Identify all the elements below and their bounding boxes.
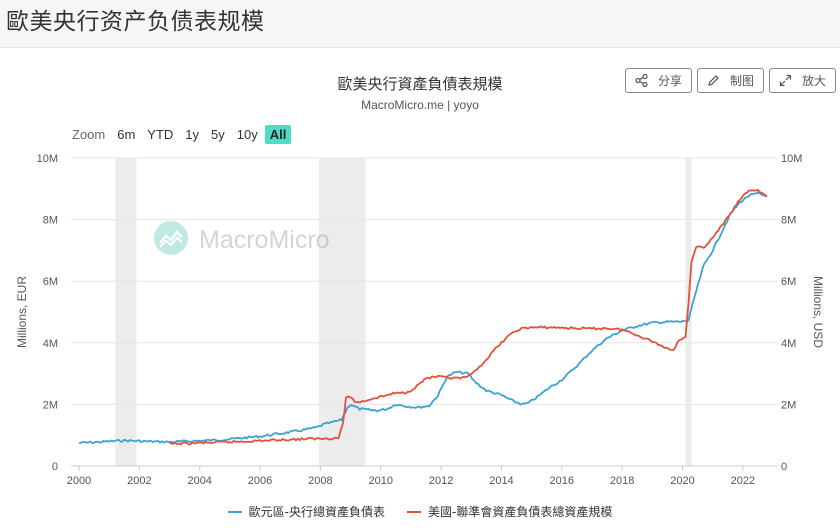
- zoom-label: Zoom: [72, 127, 106, 142]
- zoom-1y-button[interactable]: 1y: [185, 127, 200, 142]
- x-tick-9: 2018: [610, 475, 634, 487]
- x-tick-2: 2004: [187, 475, 211, 487]
- y-right-tick-0: 0: [781, 461, 787, 473]
- x-tick-0: 2000: [67, 475, 91, 487]
- watermark-text: MacroMicro: [199, 225, 330, 254]
- y-right-axis-title: Millions, USD: [811, 276, 825, 348]
- series-line-1: [169, 188, 768, 446]
- x-tick-10: 2020: [670, 475, 694, 487]
- y-left-tick-4: 8M: [43, 215, 58, 227]
- draw-button[interactable]: 制图: [696, 68, 764, 93]
- share-button[interactable]: 分享: [624, 68, 692, 93]
- expand-icon: [779, 74, 792, 87]
- y-left-tick-3: 6M: [43, 276, 58, 288]
- x-tick-6: 2012: [429, 475, 453, 487]
- x-tick-4: 2008: [308, 475, 332, 487]
- legend-label-fed: 美國-聯準會資產負債表總資產規模: [428, 505, 613, 519]
- chart-subtitle: MacroMicro.me | yoyo: [361, 98, 479, 112]
- chart-title: 歐美央行資產負債表規模: [337, 75, 503, 93]
- legend-item-eurozone[interactable]: 歐元區-央行總資產負債表: [227, 503, 385, 520]
- recession-band-0: [115, 158, 137, 466]
- x-tick-7: 2014: [489, 475, 513, 487]
- zoom-5y-button[interactable]: 5y: [211, 127, 225, 142]
- macromicro-logo-icon: [153, 220, 189, 260]
- x-tick-8: 2016: [550, 475, 574, 487]
- zoom-ytd-button[interactable]: YTD: [147, 127, 174, 142]
- x-tick-1: 2002: [127, 475, 151, 487]
- page-header: 歐美央行资产负债表规模: [0, 0, 840, 48]
- series-line-0: [78, 191, 768, 445]
- zoom-10y-button[interactable]: 10y: [236, 127, 258, 142]
- legend-swatch-fed: [407, 510, 421, 513]
- y-left-tick-2: 4M: [43, 338, 58, 350]
- y-left-tick-0: 0: [52, 461, 58, 473]
- zoom-6m-button[interactable]: 6m: [117, 127, 136, 142]
- pencil-icon: [707, 74, 720, 87]
- zoom-all-button[interactable]: All: [264, 125, 292, 144]
- y-right-tick-1: 2M: [781, 399, 796, 411]
- y-right-tick-2: 4M: [781, 338, 796, 350]
- chart-toolbar: 分享 制图 放大: [624, 68, 836, 93]
- legend-label-eurozone: 歐元區-央行總資產負債表: [248, 505, 385, 519]
- x-tick-3: 2006: [248, 475, 272, 487]
- enlarge-label: 放大: [801, 74, 826, 88]
- legend-item-fed[interactable]: 美國-聯準會資產負債表總資產規模: [407, 503, 612, 520]
- chart-legend: 歐元區-央行總資產負債表 美國-聯準會資產負債表總資產規模: [0, 503, 840, 520]
- watermark: MacroMicro: [153, 220, 330, 260]
- draw-label: 制图: [729, 74, 754, 88]
- y-right-tick-4: 8M: [781, 215, 796, 227]
- range-selector: Zoom 6m YTD 1y 5y 10y All: [72, 125, 292, 144]
- x-tick-11: 2022: [731, 475, 755, 487]
- page-title: 歐美央行资产负债表规模: [6, 9, 265, 35]
- y-left-tick-5: 10M: [37, 153, 58, 165]
- legend-swatch-eurozone: [227, 510, 242, 513]
- recession-band-1: [318, 158, 366, 466]
- share-label: 分享: [657, 74, 682, 88]
- y-right-tick-5: 10M: [781, 153, 802, 165]
- y-left-tick-1: 2M: [43, 399, 58, 411]
- share-icon: [635, 74, 648, 87]
- y-right-tick-3: 6M: [781, 276, 796, 288]
- x-tick-5: 2010: [369, 475, 393, 487]
- enlarge-button[interactable]: 放大: [768, 68, 836, 93]
- y-left-axis-title: Millions, EUR: [15, 276, 29, 348]
